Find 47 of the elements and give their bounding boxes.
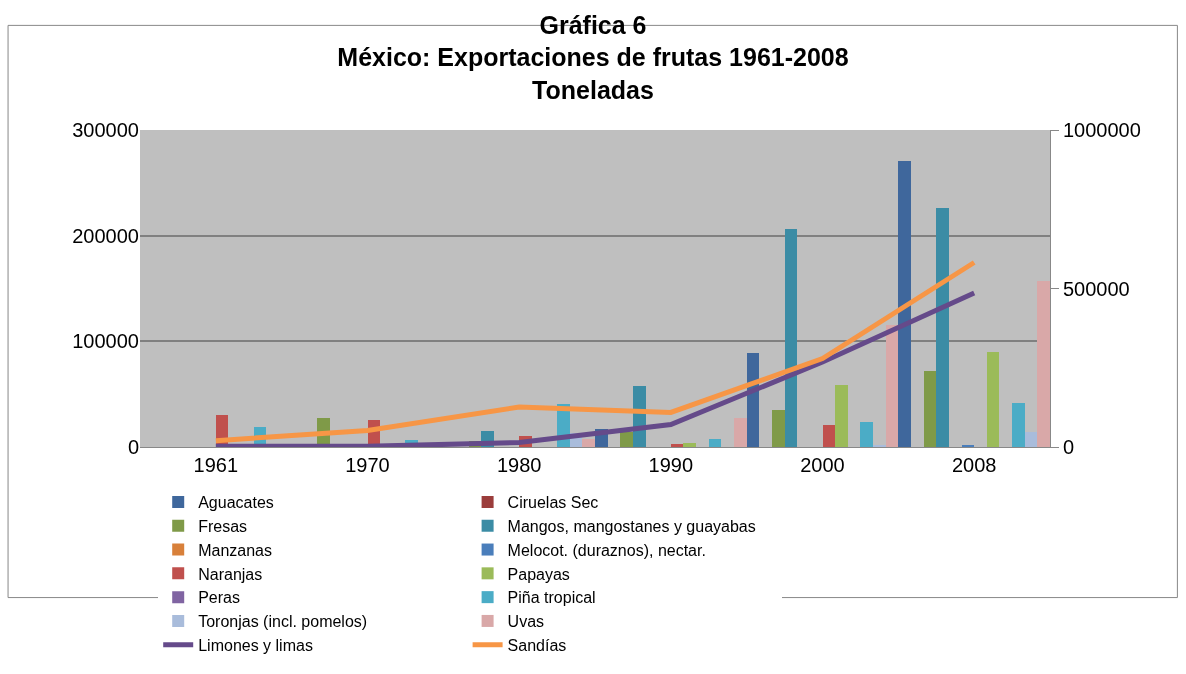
bar <box>671 444 683 447</box>
bar <box>1037 281 1050 447</box>
legend-label: Piña tropical <box>507 589 596 607</box>
legend-label: Peras <box>198 589 240 607</box>
legend-label: Sandías <box>507 636 567 654</box>
bar <box>924 371 936 447</box>
y2-tick-label: 1000000 <box>1063 119 1141 141</box>
y-tick-label: 200000 <box>72 224 139 247</box>
bar <box>835 385 848 447</box>
bar <box>785 229 797 447</box>
x-tick-label: 1990 <box>648 454 694 476</box>
y2-tick-label: 0 <box>1063 436 1075 458</box>
x-tick-label: 1970 <box>345 454 390 476</box>
x-tick-label: 2000 <box>800 454 845 476</box>
legend-label: Uvas <box>507 613 545 631</box>
y-tick-label: 300000 <box>72 119 139 141</box>
legend-label: Papayas <box>507 565 570 583</box>
bar <box>620 432 633 447</box>
legend-label: Limones y limas <box>198 636 313 654</box>
bar <box>860 422 873 447</box>
x-tick-label: 1980 <box>496 454 542 476</box>
bar <box>709 439 721 447</box>
y-tick-label: 100000 <box>72 330 139 353</box>
bar <box>987 352 999 447</box>
x-tick-label: 1961 <box>193 454 239 476</box>
legend-label: Manzanas <box>198 541 273 559</box>
y2-tick-label: 500000 <box>1063 277 1130 300</box>
bar <box>683 443 696 447</box>
legend-label: Fresas <box>198 517 248 535</box>
legend-label: Melocot. (duraznos), nectar. <box>507 541 706 559</box>
legend-label: Aguacates <box>198 494 274 512</box>
bar <box>936 208 949 447</box>
legend-label: Ciruelas Sec <box>507 494 599 512</box>
y-tick-label: 0 <box>127 436 139 458</box>
x-tick-label: 2008 <box>951 454 997 476</box>
legend-label: Mangos, mangostanes y guayabas <box>507 517 756 535</box>
legend-label: Naranjas <box>198 565 263 583</box>
chart-title: Gráfica 6 México: Exportaciones de frutas 1961-2008 Toneladas <box>337 10 849 104</box>
bar <box>772 410 785 447</box>
bar <box>734 418 747 447</box>
bar <box>582 439 595 447</box>
bar <box>886 325 898 447</box>
bar <box>898 161 911 447</box>
bar <box>1012 403 1025 447</box>
bar <box>1025 432 1037 447</box>
legend-label: Toronjas (incl. pomelos) <box>198 613 368 631</box>
bar <box>823 425 835 447</box>
